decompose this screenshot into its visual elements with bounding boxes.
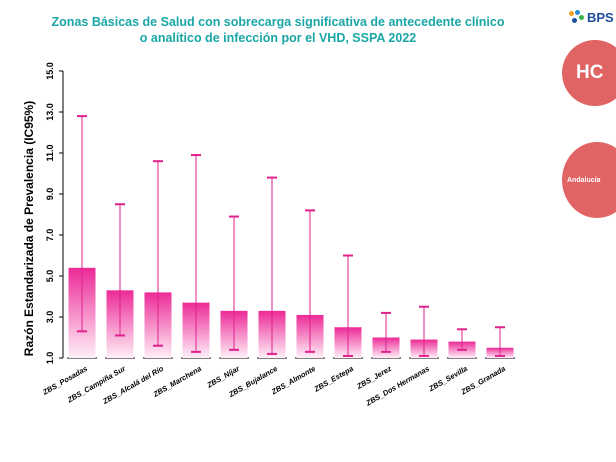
- y-tick-label: 15.0: [45, 62, 55, 80]
- chart-title: Zonas Básicas de Salud con sobrecarga si…: [40, 14, 516, 46]
- x-category-label: ZBS_Estepa: [312, 364, 355, 394]
- y-tick-label: 11.0: [45, 144, 55, 161]
- bps-dots-icon: [569, 9, 584, 25]
- andalucia-badge: Andalucía: [562, 142, 616, 218]
- y-tick-label: 1.0: [45, 352, 55, 365]
- chart-title-line-2: o analítico de infección por el VHD, SSP…: [139, 31, 417, 45]
- bps-logo-text: BPS: [587, 9, 614, 25]
- bps-logo: BPS: [569, 6, 615, 28]
- y-tick-label: 7.0: [45, 229, 55, 242]
- y-tick-label: 9.0: [45, 188, 55, 201]
- chart-title-line-1: Zonas Básicas de Salud con sobrecarga si…: [51, 15, 505, 29]
- y-tick-label: 3.0: [45, 311, 55, 324]
- y-tick-label: 5.0: [45, 270, 55, 283]
- hc-badge: HC: [562, 40, 616, 106]
- y-tick-label: 13.0: [45, 103, 55, 121]
- x-category-label: ZBS_Dos Hermanas: [364, 364, 431, 408]
- y-axis-label: Razón Estandarizada de Prevalencia (IC95…: [22, 101, 36, 356]
